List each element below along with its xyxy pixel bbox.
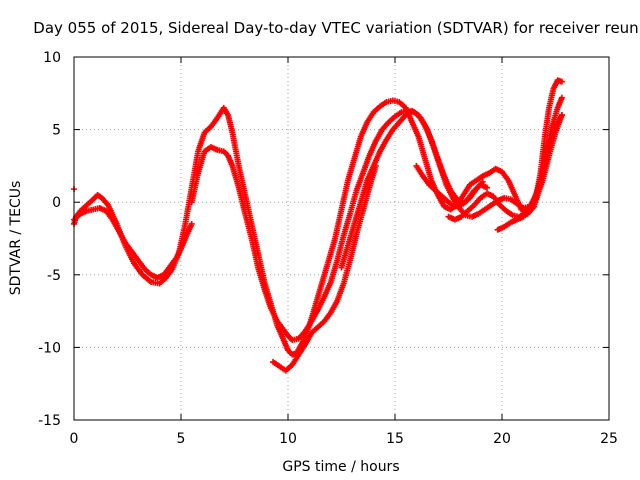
x-tick-label: 20 — [493, 431, 511, 447]
y-tick-label: 0 — [52, 195, 61, 211]
x-tick-label: 15 — [386, 431, 404, 447]
x-axis-label: GPS time / hours — [282, 459, 399, 475]
y-tick-label: -10 — [38, 340, 61, 356]
data-point — [188, 220, 195, 227]
grid — [74, 57, 609, 420]
axis-ticks: 0 5 10 15 20 25 -15 -10 -5 0 5 10 — [38, 50, 618, 447]
data-point — [558, 78, 565, 85]
x-tick-label: 10 — [279, 431, 297, 447]
x-tick-label: 0 — [70, 431, 79, 447]
series-track-a — [71, 77, 565, 358]
chart-title: Day 055 of 2015, Sidereal Day-to-day VTE… — [33, 19, 638, 37]
data-points — [71, 77, 565, 374]
data-point — [479, 178, 486, 185]
y-tick-label: -5 — [47, 268, 61, 284]
y-tick-label: -15 — [38, 413, 61, 429]
series-track-c — [71, 205, 195, 281]
y-tick-label: 10 — [43, 50, 61, 66]
y-axis-label: SDTVAR / TECUs — [8, 181, 24, 296]
data-point — [558, 112, 565, 119]
x-tick-label: 5 — [177, 431, 186, 447]
plot-frame — [73, 56, 610, 421]
y-tick-label: 5 — [52, 123, 61, 139]
x-tick-label: 25 — [600, 431, 618, 447]
data-point — [484, 184, 491, 191]
series-track-f — [338, 107, 486, 271]
series-track-h — [494, 112, 565, 233]
data-point — [558, 94, 565, 101]
series-track-d — [270, 162, 379, 374]
